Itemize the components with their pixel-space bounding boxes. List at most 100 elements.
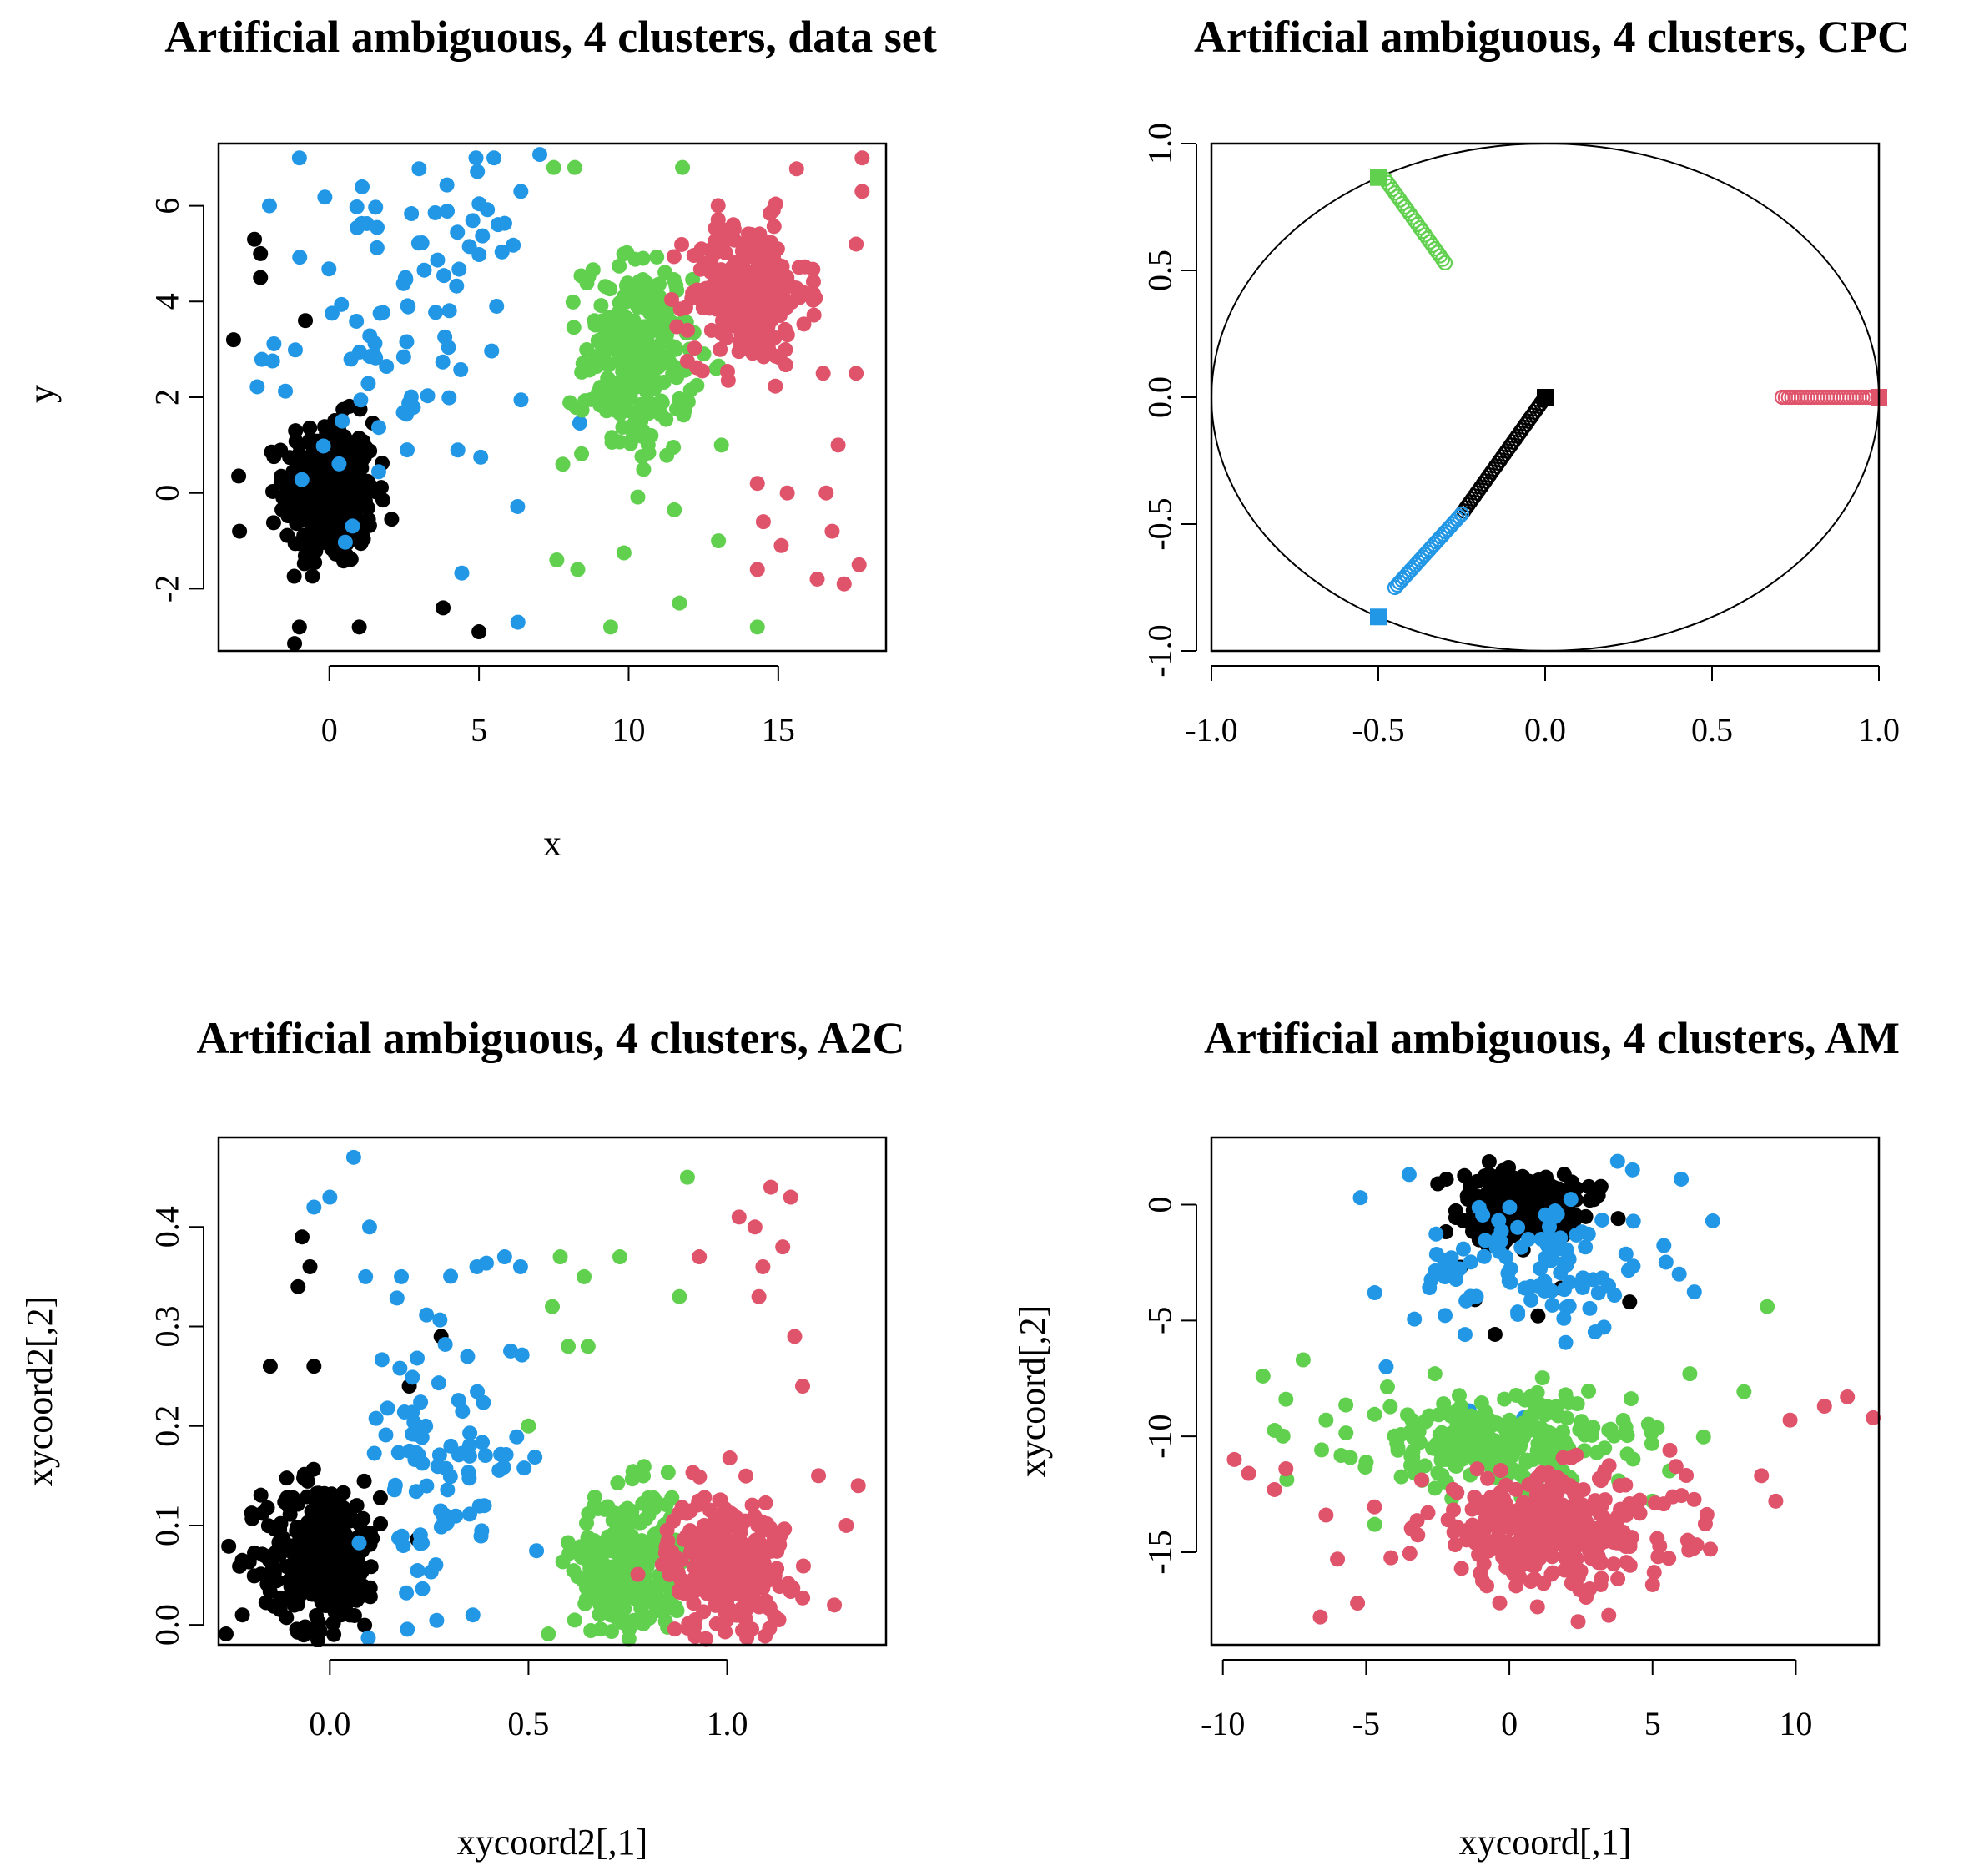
point-red [723,1505,738,1521]
y-tick-label: 0 [1141,1197,1179,1213]
point-green [1559,1410,1575,1426]
point-red [747,1509,763,1525]
point-red [849,366,864,381]
point-red [775,1239,791,1255]
point-blue [1389,577,1405,593]
point-black [340,1564,356,1580]
point-black [363,1559,379,1575]
point-black [234,1607,250,1623]
point-red [690,1556,706,1571]
y-tick-label: 0.3 [149,1306,186,1348]
point-green [579,275,595,291]
point-red [1622,1557,1638,1573]
point-red [687,1583,703,1599]
point-red [718,245,733,261]
y-tick-label: 2 [149,389,186,406]
point-green [1358,1455,1374,1470]
point-red [1594,1571,1609,1586]
point-red [1555,1450,1571,1465]
point-red [687,1571,702,1586]
point-black [231,468,247,484]
point-green [1430,1465,1446,1481]
point-black [355,1510,371,1526]
point-green [1625,1451,1641,1467]
x-tick-label: 15 [762,711,795,749]
point-red [1594,1555,1609,1571]
point-blue [439,177,455,193]
point-red [768,378,783,394]
point-black [273,1590,289,1606]
point-black [308,1499,324,1515]
point-green [615,385,631,401]
point-blue [291,150,307,166]
point-green [664,1490,680,1505]
point-red [673,1552,689,1568]
point-red [1697,1516,1713,1532]
point-blue [1607,1288,1623,1304]
point-red [748,228,763,244]
point-red [708,1616,724,1631]
point-blue [1671,1266,1687,1282]
point-red [739,329,755,345]
point-blue [374,1352,390,1368]
point-red [687,340,702,356]
point-green [597,279,613,295]
point-blue [461,1470,477,1486]
x-tick-label: 1.0 [1858,711,1900,749]
point-black [286,568,302,584]
point-green [637,1555,653,1571]
point-red [1477,1513,1493,1529]
point-red [1569,1447,1584,1463]
point-blue [512,1258,528,1274]
point-red [749,562,765,577]
point-green [1736,1384,1752,1399]
point-green [567,1612,582,1628]
point-red [1445,1481,1461,1497]
point-red [1840,1389,1856,1404]
point-black [305,1558,320,1574]
point-black [356,1473,372,1489]
point-red [1557,1562,1573,1578]
point-red [738,1468,754,1484]
panel-data-set-title: Artificial ambiguous, 4 clusters, data s… [164,12,936,62]
point-blue [460,1349,476,1364]
point-blue [453,361,469,377]
point-black [1430,1176,1446,1192]
point-blue [294,472,310,487]
point-red [736,260,752,275]
point-black [304,512,320,527]
point-blue [486,150,502,166]
point-red [747,1219,763,1235]
point-green [689,377,705,393]
point-blue [1558,1334,1574,1350]
point-green [612,258,627,274]
point-red [707,1507,723,1523]
y-tick-label: -1.0 [1141,624,1179,677]
point-blue [405,1369,420,1385]
point-red [630,1566,646,1582]
point-black [348,462,364,478]
point-green [579,342,595,358]
point-red [1703,1541,1719,1557]
point-blue [1378,1359,1394,1374]
plot-frame [217,142,888,653]
point-red [708,1597,723,1613]
point-blue [455,1404,471,1420]
point-blue [1569,1227,1584,1243]
point-green [574,446,590,461]
point-blue [427,204,443,220]
y-tick-label: 0.5 [1141,250,1179,291]
point-black [1531,1172,1547,1188]
point-red [663,291,679,307]
point-red [674,236,690,252]
point-blue [1559,1299,1574,1315]
point-black [324,1528,340,1544]
panel-cpc-title: Artificial ambiguous, 4 clusters, CPC [1194,12,1910,62]
point-blue [266,335,282,351]
point-green [574,1550,590,1566]
point-red [758,325,774,341]
point-blue [470,164,486,179]
point-blue [491,1462,507,1478]
point-blue [513,184,529,199]
point-red [746,269,762,285]
